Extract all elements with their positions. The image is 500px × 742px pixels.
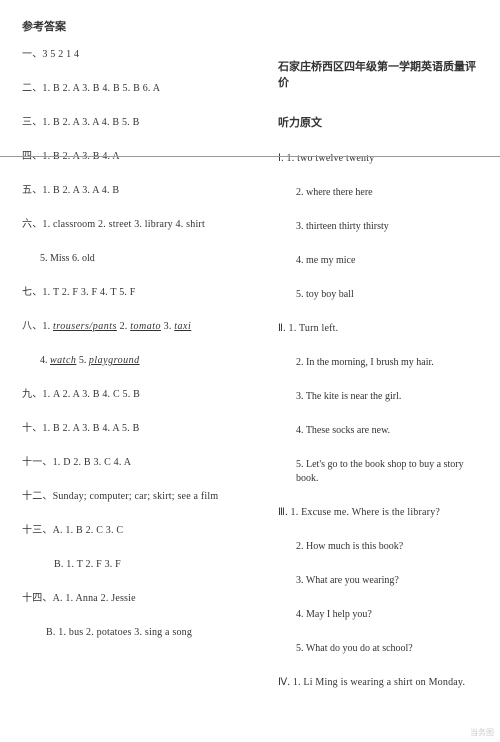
listen-line-1: Ⅰ. 1. two twelve twenty xyxy=(278,152,478,166)
left-column: 一、3 5 2 1 4 二、1. B 2. A 3. B 4. B 5. B 6… xyxy=(22,48,260,690)
answer-line-2: 二、1. B 2. A 3. B 4. B 5. B 6. A xyxy=(22,82,260,96)
divider-line xyxy=(0,156,500,157)
answer-line-16: B. 1. T 2. F 3. F xyxy=(22,558,260,572)
answer-line-5: 五、1. B 2. A 3. A 4. B xyxy=(22,184,260,198)
listen-line-9: 4. These socks are new. xyxy=(278,424,478,438)
word-trousers: trousers/pants xyxy=(53,321,117,332)
answer-line-3: 三、1. B 2. A 3. A 4. B 5. B xyxy=(22,116,260,130)
listen-line-6: Ⅱ. 1. Turn left. xyxy=(278,322,478,336)
listening-title: 听力原文 xyxy=(278,114,478,130)
word-tomato: tomato xyxy=(130,321,161,332)
word-taxi: taxi xyxy=(174,321,191,332)
two-column-layout: 一、3 5 2 1 4 二、1. B 2. A 3. B 4. B 5. B 6… xyxy=(22,48,478,690)
listen-line-2: 2. where there here xyxy=(278,186,478,200)
answers-header: 参考答案 xyxy=(22,18,478,34)
answer-line-4: 四、1. B 2. A 3. B 4. A xyxy=(22,150,260,164)
answer-line-14: 十二、Sunday; computer; car; skirt; see a f… xyxy=(22,490,260,504)
word-playground: playground xyxy=(89,355,140,366)
listen-line-15: 5. What do you do at school? xyxy=(278,642,478,656)
listen-line-8: 3. The kite is near the girl. xyxy=(278,390,478,404)
listen-line-7: 2. In the morning, I brush my hair. xyxy=(278,356,478,370)
answer-line-1: 一、3 5 2 1 4 xyxy=(22,48,260,62)
answer-line-10: 4. watch 5. playground xyxy=(22,354,260,368)
answer-line-9: 八、1. trousers/pants 2. tomato 3. taxi xyxy=(22,320,260,334)
answer-line-13: 十一、1. D 2. B 3. C 4. A xyxy=(22,456,260,470)
answer-line-8: 七、1. T 2. F 3. F 4. T 5. F xyxy=(22,286,260,300)
listen-line-16: Ⅳ. 1. Li Ming is wearing a shirt on Mond… xyxy=(278,676,478,690)
answer-line-12: 十、1. B 2. A 3. B 4. A 5. B xyxy=(22,422,260,436)
text-9a: 八、1. xyxy=(22,321,53,332)
answer-line-17: 十四、A. 1. Anna 2. Jessie xyxy=(22,592,260,606)
listen-line-14: 4. May I help you? xyxy=(278,608,478,622)
listen-line-5: 5. toy boy ball xyxy=(278,288,478,302)
text-9b: 2. xyxy=(117,321,130,332)
right-column: 石家庄桥西区四年级第一学期英语质量评价 听力原文 Ⅰ. 1. two twelv… xyxy=(278,48,478,690)
watermark-text: 当务图 xyxy=(470,727,494,738)
answer-line-18: B. 1. bus 2. potatoes 3. sing a song xyxy=(22,626,260,640)
text-10b: 5. xyxy=(76,355,89,366)
listen-line-3: 3. thirteen thirty thirsty xyxy=(278,220,478,234)
answer-line-11: 九、1. A 2. A 3. B 4. C 5. B xyxy=(22,388,260,402)
answer-line-7: 5. Miss 6. old xyxy=(22,252,260,266)
listen-line-12: 2. How much is this book? xyxy=(278,540,478,554)
document-title: 石家庄桥西区四年级第一学期英语质量评价 xyxy=(278,58,478,90)
listen-line-11: Ⅲ. 1. Excuse me. Where is the library? xyxy=(278,506,478,520)
text-9c: 3. xyxy=(161,321,174,332)
listen-line-13: 3. What are you wearing? xyxy=(278,574,478,588)
answer-line-6: 六、1. classroom 2. street 3. library 4. s… xyxy=(22,218,260,232)
answer-line-15: 十三、A. 1. B 2. C 3. C xyxy=(22,524,260,538)
listen-line-4: 4. me my mice xyxy=(278,254,478,268)
word-watch: watch xyxy=(50,355,76,366)
listen-line-10: 5. Let's go to the book shop to buy a st… xyxy=(278,458,478,486)
text-10a: 4. xyxy=(40,355,50,366)
